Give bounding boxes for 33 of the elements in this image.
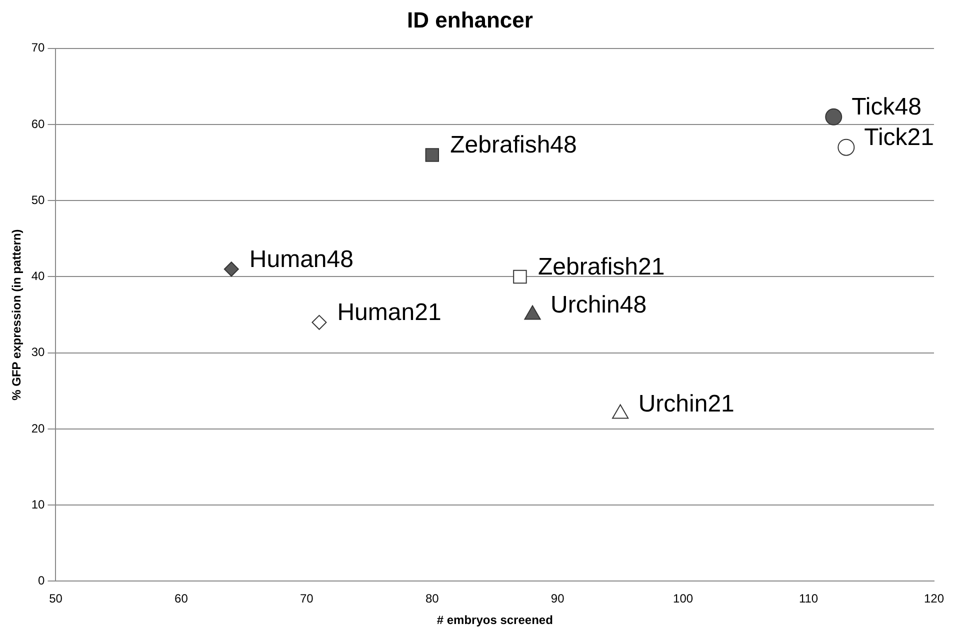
y-tick-label: 30: [31, 345, 46, 360]
series-label: Human48: [249, 246, 354, 273]
x-tick-label: 120: [924, 592, 944, 606]
x-axis-title: # embryos screened: [436, 613, 553, 628]
x-tick-label: 50: [49, 592, 63, 606]
point: [825, 108, 842, 126]
series-label: Human21: [337, 299, 442, 326]
y-tick-label: 20: [31, 421, 46, 436]
x-tick-label: 90: [550, 592, 565, 606]
point: [838, 138, 855, 156]
y-tick-label: 50: [31, 192, 46, 207]
series-label: Tick48: [852, 94, 922, 121]
x-tick-label: 60: [174, 592, 188, 606]
x-tick-label: 80: [425, 592, 440, 606]
series-label: Zebrafish48: [450, 132, 577, 159]
x-tick-label: 100: [673, 592, 694, 606]
series-label: Zebrafish21: [538, 253, 665, 280]
x-tick-label: 70: [300, 592, 314, 606]
y-axis-title: % GFP expression (in pattern): [10, 229, 24, 400]
point: [312, 314, 327, 330]
y-tick-label: 10: [31, 497, 46, 512]
series-label: Urchin48: [550, 291, 647, 318]
series-label: Urchin21: [638, 390, 734, 418]
y-tick-label: 70: [31, 40, 46, 55]
y-tick-label: 40: [31, 269, 46, 284]
point: [513, 270, 527, 284]
x-tick-label: 110: [798, 592, 818, 606]
series-label: Tick21: [864, 124, 934, 151]
chart-title: ID enhancer: [407, 7, 534, 32]
point: [425, 148, 440, 162]
point: [224, 262, 239, 277]
y-tick-label: 0: [38, 574, 46, 588]
y-tick-label: 60: [31, 116, 46, 131]
